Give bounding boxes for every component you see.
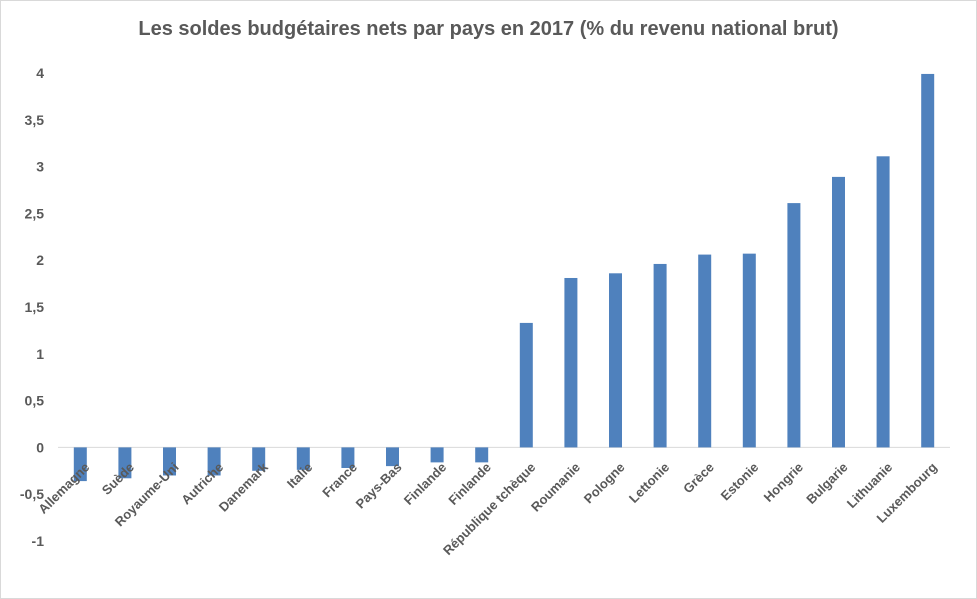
- x-category-label: Suède: [99, 460, 137, 498]
- bar: [653, 263, 667, 448]
- y-tick-label: 2,5: [25, 205, 45, 221]
- x-category-label: Hongrie: [761, 460, 806, 505]
- x-category-label: Pologne: [581, 460, 628, 507]
- bars: [73, 73, 935, 482]
- bar: [118, 447, 132, 479]
- bar: [73, 447, 87, 482]
- x-category-label: Grèce: [680, 460, 717, 497]
- chart-title: Les soldes budgétaires nets par pays en …: [138, 18, 839, 40]
- y-tick-label: 0: [36, 439, 44, 455]
- x-category-label: Pays-Bas: [353, 460, 405, 512]
- bar: [296, 447, 310, 470]
- y-axis: -1 -0,5 0 0,5 1 1,5 2 2,5 3 3,5 4: [20, 65, 950, 549]
- bar: [742, 253, 756, 448]
- y-tick-label: 3: [36, 159, 44, 175]
- bar: [252, 447, 266, 471]
- x-category-label: Roumanie: [528, 460, 583, 515]
- x-category-label: Danemark: [216, 459, 272, 515]
- bar: [787, 203, 801, 448]
- y-tick-label: 1,5: [25, 299, 45, 315]
- x-axis-labels: Allemagne SuèdeRoyaume-UniAutricheDanemar…: [35, 459, 940, 558]
- y-tick-label: 4: [36, 65, 44, 81]
- bar: [564, 277, 578, 448]
- bar: [698, 254, 712, 448]
- bar: [386, 447, 399, 467]
- x-category-label: France: [319, 460, 360, 501]
- y-tick-label: -0,5: [20, 486, 44, 502]
- y-tick-label: 1: [36, 346, 44, 362]
- bar: [832, 176, 845, 448]
- y-tick-label: 0,5: [25, 393, 45, 409]
- x-category-label: Lettonie: [626, 460, 672, 506]
- bar: [609, 273, 622, 448]
- x-category-label: Finlande: [401, 460, 449, 508]
- bar: [876, 156, 890, 448]
- x-category-label: Italie: [284, 460, 316, 492]
- bar: [519, 322, 533, 448]
- bar: [921, 73, 935, 448]
- y-tick-label: -1: [32, 533, 45, 549]
- x-category-label: Estonie: [718, 460, 762, 504]
- bar: [163, 447, 176, 476]
- bar: [430, 447, 444, 463]
- bar: [341, 447, 355, 468]
- y-tick-label: 2: [36, 252, 44, 268]
- bar: [475, 447, 489, 463]
- bar: [207, 447, 221, 476]
- y-tick-label: 3,5: [25, 112, 45, 128]
